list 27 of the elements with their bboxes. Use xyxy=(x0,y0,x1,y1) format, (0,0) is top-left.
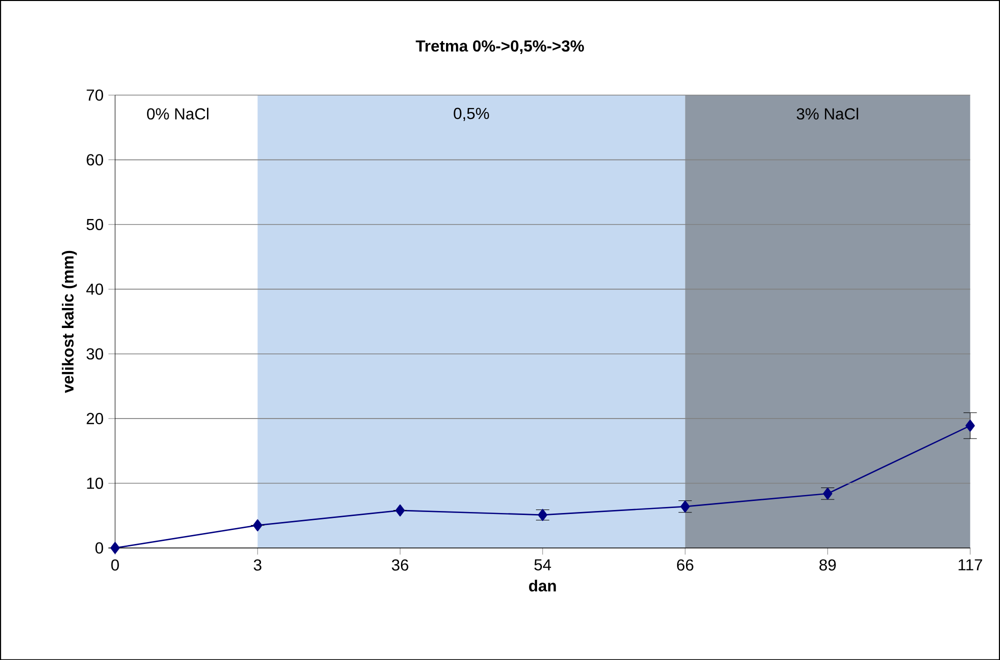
point xyxy=(680,500,690,512)
band-label: 0,5% xyxy=(454,108,490,121)
x-tick-label: 0 xyxy=(111,559,119,570)
y-tick-label: 10 xyxy=(87,477,104,489)
point xyxy=(395,504,405,516)
point xyxy=(252,519,262,532)
y-tick-label: 50 xyxy=(86,218,104,230)
y-tick-label: 20 xyxy=(86,412,104,424)
point xyxy=(538,508,548,521)
y-axis-title: velikost kalic (mm) xyxy=(62,250,77,393)
x-tick-label: 54 xyxy=(534,559,552,570)
band-label: 3% NaCl xyxy=(796,108,858,120)
y-tick-label: 0 xyxy=(95,542,104,554)
chart-title: Tretma 0%->0,5%->3% xyxy=(416,40,584,54)
y-tick-label: 60 xyxy=(86,154,104,166)
point xyxy=(822,487,832,500)
x-tick-label: 117 xyxy=(958,559,982,570)
y-tick-label: 40 xyxy=(86,283,104,295)
x-tick-label: 3 xyxy=(254,559,262,570)
x-tick-label: 89 xyxy=(819,559,836,570)
y-tick-label: 30 xyxy=(86,348,104,360)
y-tick-label: 70 xyxy=(86,89,104,101)
annotation: 0% NaCl xyxy=(147,108,208,120)
x-tick-label: 36 xyxy=(392,559,408,570)
point xyxy=(966,420,975,432)
x-tick-label: 66 xyxy=(677,559,694,570)
x-axis-title: dan xyxy=(529,580,556,592)
